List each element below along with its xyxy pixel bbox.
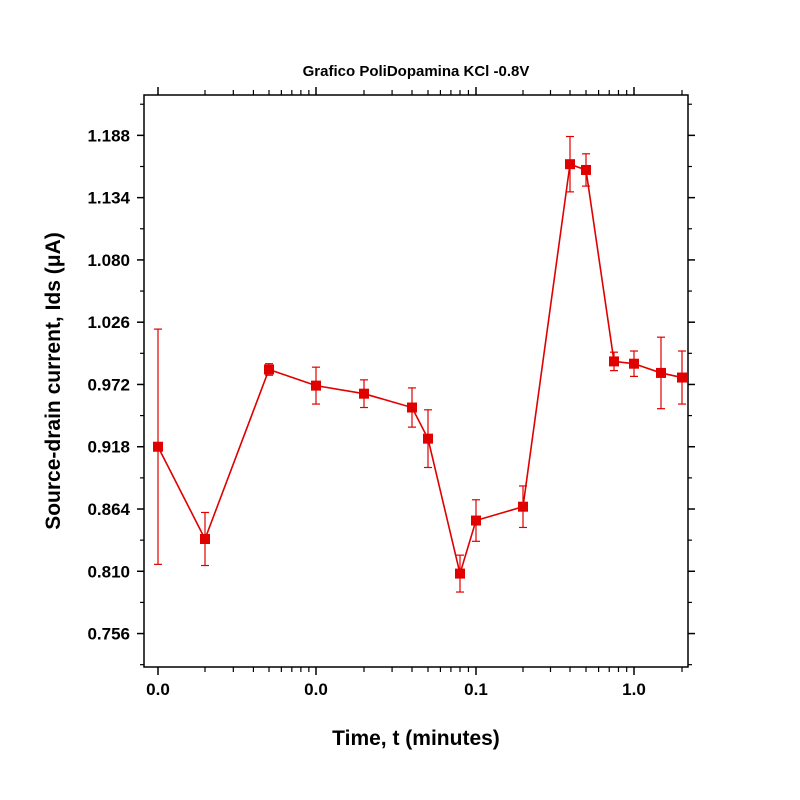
y-axis-ticks: 0.756 0.810 0.864 0.918 0.972 1.026 1.080 1.134… (87, 103, 695, 666)
y-axis-label: Source-drain current, Ids (μA) (42, 232, 65, 530)
x-axis-label: Time, t (minutes) (332, 727, 500, 750)
x-tick-label: 0.1 (464, 680, 488, 699)
x-tick-label: 0.0 (304, 680, 328, 699)
data-point-marker (153, 441, 163, 452)
data-point-marker (455, 568, 465, 579)
data-point-marker (471, 515, 481, 526)
y-tick-label: 1.080 (87, 251, 130, 270)
chart-title: Grafico PoliDopamina KCl -0.8V (303, 63, 530, 80)
x-tick-label: 0.0 (146, 680, 170, 699)
y-tick-label: 0.918 (87, 438, 130, 457)
data-point-marker (581, 164, 591, 175)
plot-frame (143, 94, 689, 668)
data-point-marker (264, 364, 274, 375)
data-point-marker (200, 533, 210, 544)
data-point-marker (423, 433, 433, 444)
y-tick-label: 1.026 (87, 313, 130, 332)
series-group (153, 135, 687, 593)
data-point-marker (359, 388, 369, 399)
y-tick-label: 1.188 (87, 126, 130, 145)
data-point-marker (311, 380, 321, 391)
data-point-marker (677, 372, 687, 383)
x-axis-ticks: 0.0 0.0 0.1 1.0 (146, 87, 683, 699)
data-point-marker (629, 358, 639, 369)
data-point-marker (609, 356, 619, 367)
y-tick-label: 1.134 (87, 189, 130, 208)
data-point-marker (407, 402, 417, 413)
data-point-marker (565, 159, 575, 170)
data-point-marker (656, 367, 666, 378)
series-line (157, 163, 683, 577)
x-tick-label: 1.0 (622, 680, 646, 699)
y-tick-label: 0.756 (87, 625, 130, 644)
y-tick-label: 0.810 (87, 562, 130, 581)
data-point-marker (518, 501, 528, 512)
y-tick-label: 0.972 (87, 375, 130, 394)
y-tick-label: 0.864 (87, 500, 130, 519)
